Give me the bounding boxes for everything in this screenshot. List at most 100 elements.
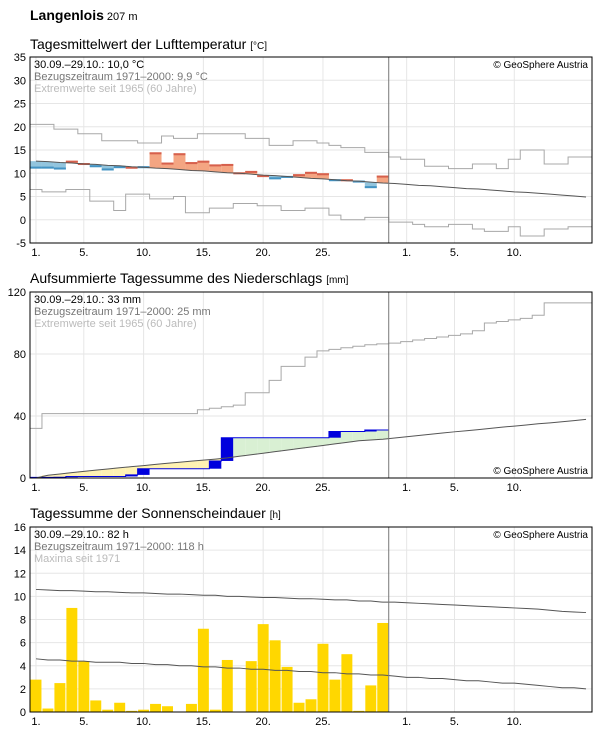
- temperature-y-tick-label: 10: [14, 168, 26, 180]
- precipitation-x-tick-label: 1.: [402, 482, 411, 494]
- precipitation-x-tick-label: 20.: [256, 482, 271, 494]
- temperature-anomaly-bar: [316, 173, 329, 179]
- sunshine-title-text: Tagessumme der Sonnenscheindauer: [30, 505, 266, 521]
- precipitation-deviation-area: [340, 431, 353, 443]
- precipitation-deviation-area: [197, 460, 210, 469]
- sunshine-daily-bar: [341, 654, 353, 712]
- temperature-anomaly-bar-edge: [173, 153, 186, 156]
- precipitation-x-tick-label: 5.: [450, 482, 459, 494]
- temperature-anomaly-bar: [209, 164, 222, 172]
- temperature-anomaly-bar: [41, 161, 54, 169]
- sunshine-daily-bar: [162, 706, 173, 712]
- precipitation-deviation-area: [149, 464, 162, 469]
- temperature-y-tick-label: -5: [16, 238, 26, 250]
- temperature-anomaly-bar-edge: [197, 160, 210, 163]
- sunshine-daily-bar: [90, 700, 102, 712]
- precipitation-x-tick-label: 1.: [31, 482, 40, 494]
- sunshine-y-tick-label: 2: [20, 684, 26, 696]
- sunshine-daily-bar: [102, 709, 114, 712]
- temperature-info-line: Extremwerte seit 1965 (60 Jahre): [34, 83, 197, 95]
- sunshine-y-tick-label: 0: [20, 707, 26, 719]
- precipitation-x-tick-label: 25.: [315, 482, 330, 494]
- temperature-anomaly-bar-edge: [161, 162, 174, 165]
- precipitation-deviation-area: [305, 437, 317, 447]
- temperature-x-tick-label: 10.: [136, 247, 151, 259]
- precipitation-deviation-area: [293, 437, 306, 449]
- temperature-anomaly-bar-edge: [305, 171, 317, 174]
- temperature-anomaly-bar-edge: [257, 175, 270, 178]
- precipitation-deviation-area: [257, 437, 270, 454]
- temperature-anomaly-bar: [173, 153, 186, 170]
- sunshine-daily-bar: [281, 666, 293, 712]
- sunshine-chart-title: Tagessumme der Sonnenscheindauer [h]: [30, 505, 281, 521]
- temperature-anomaly-bar: [221, 163, 234, 173]
- precipitation-deviation-area: [89, 470, 102, 477]
- temperature-anomaly-bar-edge: [65, 160, 78, 163]
- temperature-x-tick-label: 5.: [450, 247, 459, 259]
- temperature-anomaly-bar-edge: [89, 165, 102, 168]
- temperature-anomaly-bar-edge: [245, 170, 258, 173]
- precipitation-daily-precip-bar: [137, 468, 150, 475]
- temperature-anomaly-bar-edge: [293, 174, 306, 177]
- sunshine-copyright: © GeoSphere Austria: [493, 530, 588, 541]
- sunshine-daily-bar: [185, 703, 197, 712]
- precipitation-y-tick-label: 0: [20, 473, 26, 485]
- sunshine-daily-bar: [245, 661, 257, 712]
- precipitation-x-tick-label: 10.: [507, 482, 522, 494]
- temperature-anomaly-bar: [185, 162, 198, 171]
- precipitation-deviation-area: [245, 437, 258, 455]
- temperature-x-tick-label: 20.: [256, 247, 271, 259]
- sunshine-x-tick-label: 25.: [315, 716, 330, 728]
- sunshine-x-tick-label: 10.: [507, 716, 522, 728]
- precipitation-deviation-area: [185, 461, 198, 469]
- temperature-copyright: © GeoSphere Austria: [493, 60, 588, 71]
- temperature-anomaly-bar: [161, 162, 174, 169]
- temperature-y-tick-label: 0: [20, 215, 26, 227]
- precipitation-deviation-area: [161, 463, 174, 469]
- precipitation-y-tick-label: 120: [8, 287, 26, 299]
- precipitation-normal-line: [35, 418, 587, 479]
- sunshine-info-line: 30.09.–29.10.: 82 h: [34, 529, 129, 541]
- sunshine-info-line: Maxima seit 1971: [34, 553, 120, 565]
- temperature-anomaly-bar-edge: [269, 177, 282, 180]
- sunshine-x-tick-label: 15.: [196, 716, 211, 728]
- precipitation-x-tick-label: 15.: [196, 482, 211, 494]
- temperature-normal-line: [35, 160, 587, 198]
- temperature-x-tick-label: 10.: [507, 247, 522, 259]
- sunshine-y-tick-label: 4: [20, 661, 26, 673]
- precipitation-accumulated-line: [30, 429, 389, 478]
- precipitation-x-tick-label: 10.: [136, 482, 151, 494]
- precipitation-deviation-area: [376, 429, 389, 440]
- precipitation-title-text: Aufsummierte Tagessumme des Niederschlag…: [30, 270, 323, 286]
- temperature-x-tick-label: 25.: [315, 247, 330, 259]
- temperature-y-tick-label: 20: [14, 122, 26, 134]
- precipitation-chart: 0 40 80 120 1. 5. 10. 15. 20. 25. 1. 5. 10. 30.09.–29…: [8, 287, 593, 494]
- sunshine-daily-bar: [114, 702, 126, 712]
- precipitation-x-tick-label: 5.: [79, 482, 88, 494]
- sunshine-daily-bar: [377, 622, 389, 712]
- sunshine-y-tick-label: 10: [14, 591, 26, 603]
- precipitation-deviation-area: [316, 437, 329, 446]
- sunshine-daily-bar: [269, 640, 281, 712]
- temperature-anomaly-bar: [30, 161, 42, 169]
- sunshine-x-tick-label: 20.: [256, 716, 271, 728]
- precipitation-info-line: Bezugszeitraum 1971–2000: 25 mm: [34, 306, 211, 318]
- precipitation-deviation-area: [352, 431, 365, 441]
- sunshine-x-tick-label: 1.: [31, 716, 40, 728]
- temperature-title-text: Tagesmittelwert der Lufttemperatur: [30, 36, 247, 52]
- precipitation-daily-precip-bar: [364, 429, 377, 432]
- temperature-anomaly-bar: [197, 160, 210, 171]
- precipitation-unit: [mm]: [326, 275, 349, 286]
- temperature-anomaly-bar: [364, 182, 377, 189]
- temperature-y-tick-label: 30: [14, 75, 26, 87]
- sunshine-x-tick-label: 10.: [136, 716, 151, 728]
- sunshine-x-tick-label: 1.: [402, 716, 411, 728]
- precipitation-copyright: © GeoSphere Austria: [493, 466, 588, 477]
- temperature-anomaly-bar-edge: [149, 152, 162, 155]
- precipitation-chart-title: Aufsummierte Tagessumme des Niederschlag…: [30, 270, 348, 286]
- sunshine-daily-bar: [30, 679, 42, 712]
- precipitation-deviation-area: [281, 437, 294, 451]
- sunshine-daily-bar: [209, 709, 221, 712]
- temperature-plot-frame: [29, 56, 593, 244]
